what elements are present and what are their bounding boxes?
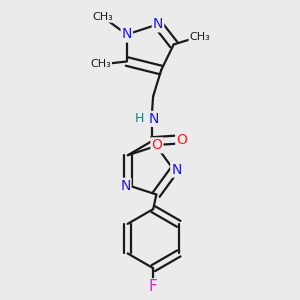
Text: N: N [171,163,182,177]
Text: N: N [120,179,130,193]
Text: O: O [176,133,187,147]
Text: N: N [122,28,132,41]
Text: H: H [135,112,144,125]
Text: CH₃: CH₃ [90,59,111,69]
Text: N: N [149,112,159,126]
Text: N: N [153,17,163,31]
Text: CH₃: CH₃ [92,12,113,22]
Text: O: O [152,138,162,152]
Text: CH₃: CH₃ [190,32,210,42]
Text: F: F [149,279,158,294]
